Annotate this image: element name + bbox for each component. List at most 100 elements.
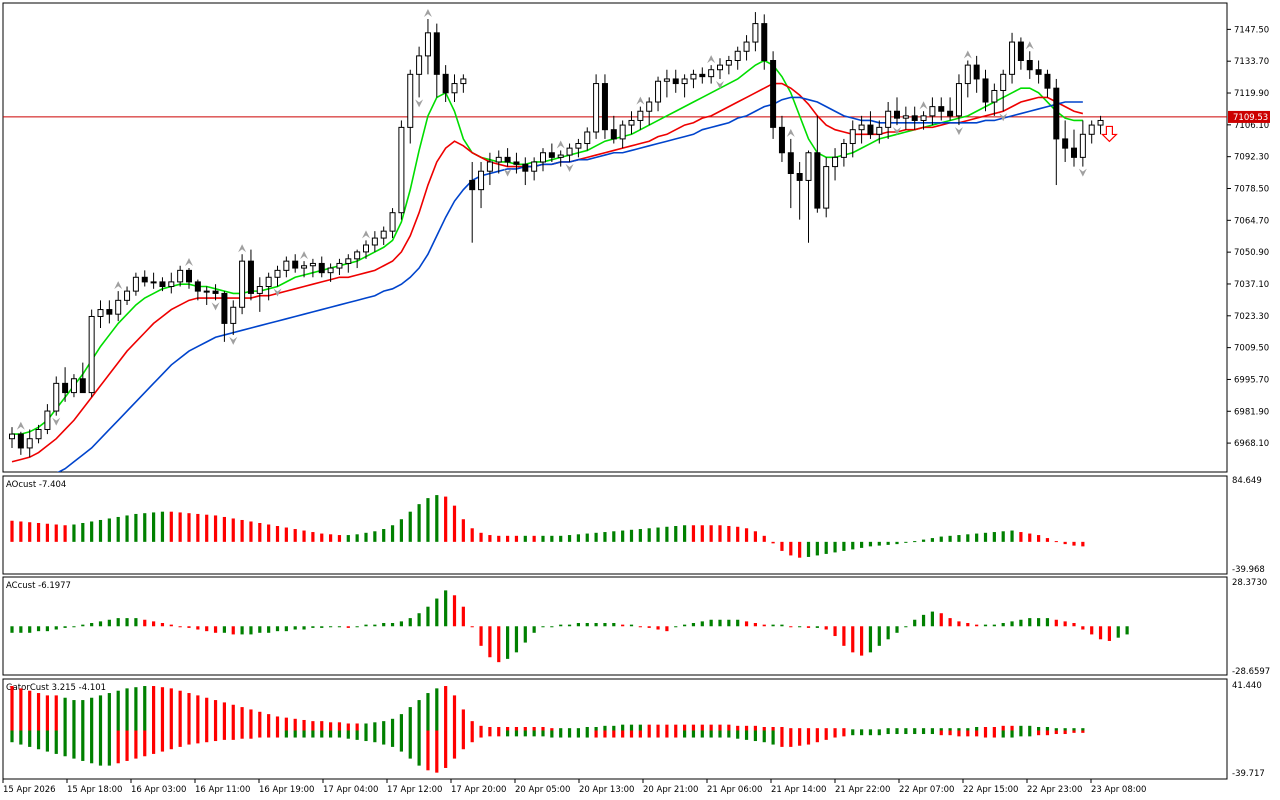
candle[interactable] <box>1000 69 1007 112</box>
candle[interactable] <box>460 74 467 93</box>
candle[interactable] <box>247 249 254 301</box>
candle[interactable] <box>150 272 157 289</box>
candle[interactable] <box>115 291 122 322</box>
candle[interactable] <box>655 76 662 112</box>
candle[interactable] <box>53 376 60 416</box>
candle[interactable] <box>548 143 555 162</box>
candle[interactable] <box>336 258 343 275</box>
candle[interactable] <box>79 362 86 394</box>
candle[interactable] <box>301 261 308 278</box>
candle[interactable] <box>832 148 839 181</box>
candle[interactable] <box>637 106 644 130</box>
candle[interactable] <box>70 374 77 398</box>
price-panel[interactable] <box>2 2 1228 489</box>
candle[interactable] <box>734 46 741 70</box>
candle[interactable] <box>752 12 759 52</box>
candle[interactable] <box>575 138 582 158</box>
candle[interactable] <box>690 69 697 89</box>
candle[interactable] <box>584 127 591 151</box>
candle[interactable] <box>17 431 24 455</box>
candle[interactable] <box>743 35 750 61</box>
candle[interactable] <box>778 115 785 162</box>
candle[interactable] <box>363 240 369 259</box>
candle[interactable] <box>318 256 325 278</box>
candle[interactable] <box>1026 51 1033 79</box>
candle[interactable] <box>1044 69 1051 98</box>
candle[interactable] <box>9 427 15 448</box>
candle[interactable] <box>194 279 201 301</box>
candle[interactable] <box>309 258 316 278</box>
candle[interactable] <box>380 226 387 245</box>
candle[interactable] <box>203 286 210 305</box>
candle[interactable] <box>265 272 272 301</box>
candle[interactable] <box>761 14 768 70</box>
candle[interactable] <box>230 300 237 335</box>
candle[interactable] <box>451 74 458 103</box>
candle[interactable] <box>885 102 892 139</box>
candle[interactable] <box>345 254 352 273</box>
candle[interactable] <box>902 106 909 130</box>
candle[interactable] <box>964 60 971 98</box>
candle[interactable] <box>805 150 812 243</box>
candle[interactable] <box>619 120 626 149</box>
candle[interactable] <box>1053 78 1060 186</box>
candle[interactable] <box>628 111 635 135</box>
candle[interactable] <box>982 69 989 112</box>
candle[interactable] <box>44 404 51 435</box>
candle[interactable] <box>814 115 821 213</box>
candle[interactable] <box>955 74 962 126</box>
candle[interactable] <box>1009 32 1016 84</box>
candle[interactable] <box>407 69 414 144</box>
candle[interactable] <box>486 152 493 186</box>
candle[interactable] <box>876 120 883 144</box>
candle[interactable] <box>920 111 927 130</box>
candle[interactable] <box>389 208 396 239</box>
candle[interactable] <box>513 152 520 174</box>
candle[interactable] <box>867 111 874 139</box>
ac-panel[interactable]: ACcust -6.1977 28.3730 -28.6597 <box>2 576 1270 677</box>
candle[interactable] <box>354 249 361 269</box>
candle[interactable] <box>62 367 69 402</box>
candle[interactable] <box>239 254 246 315</box>
candle[interactable] <box>849 120 856 158</box>
candle[interactable] <box>398 120 405 220</box>
candle[interactable] <box>911 106 918 130</box>
candle[interactable] <box>708 65 715 84</box>
candle[interactable] <box>292 254 299 273</box>
candle[interactable] <box>132 272 139 296</box>
candle[interactable] <box>973 55 980 93</box>
candle[interactable] <box>1097 115 1104 135</box>
candle[interactable] <box>796 161 803 220</box>
candle[interactable] <box>681 74 688 98</box>
candle[interactable] <box>88 309 95 398</box>
candle[interactable] <box>495 150 502 174</box>
candle[interactable] <box>35 424 42 444</box>
candle[interactable] <box>186 268 192 289</box>
candle[interactable] <box>823 157 830 218</box>
candle[interactable] <box>106 300 113 324</box>
candle[interactable] <box>929 97 936 126</box>
candle[interactable] <box>938 97 945 121</box>
candle[interactable] <box>1035 60 1042 84</box>
candle[interactable] <box>770 51 777 139</box>
candle[interactable] <box>442 65 449 103</box>
candle[interactable] <box>168 272 175 294</box>
candle[interactable] <box>531 157 538 181</box>
candle[interactable] <box>717 58 723 79</box>
candle[interactable] <box>433 23 440 98</box>
candle[interactable] <box>991 83 998 116</box>
candle[interactable] <box>699 67 706 84</box>
candle[interactable] <box>725 55 732 75</box>
candle[interactable] <box>787 138 794 209</box>
candle[interactable] <box>672 69 679 93</box>
candle[interactable] <box>256 277 263 312</box>
candle[interactable] <box>26 429 33 458</box>
candle[interactable] <box>1071 129 1077 167</box>
candle[interactable] <box>1017 37 1024 70</box>
candle[interactable] <box>124 286 131 305</box>
candle[interactable] <box>212 284 219 301</box>
candle[interactable] <box>894 97 900 126</box>
candle[interactable] <box>504 148 511 167</box>
candle[interactable] <box>840 138 847 167</box>
candle[interactable] <box>478 161 485 209</box>
